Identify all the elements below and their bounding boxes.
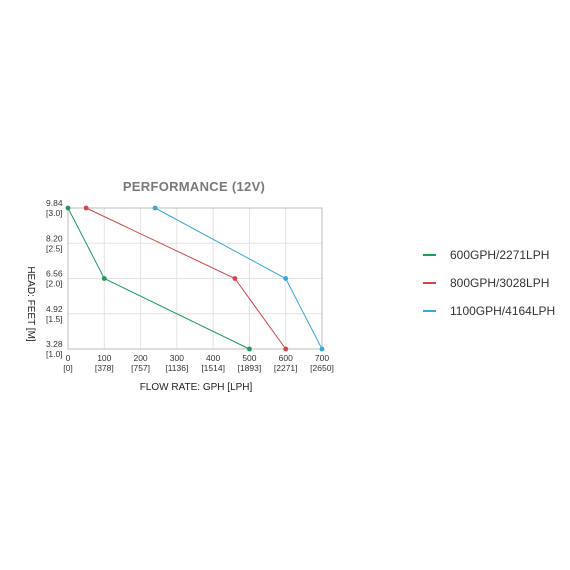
y-tick-label: 4.92 — [46, 304, 63, 314]
y-tick-sublabel: [1.0] — [46, 349, 63, 359]
x-tick-label: 400 — [206, 353, 220, 363]
x-axis-label: FLOW RATE: GPH [LPH] — [140, 382, 253, 393]
data-point — [247, 346, 252, 352]
x-tick-label: 700 — [315, 353, 329, 363]
x-tick-sublabel: [1136] — [165, 363, 188, 373]
y-tick-sublabel: [1.5] — [46, 314, 63, 324]
legend-label: 1100GPH/4164LPH — [450, 304, 555, 318]
x-tick-sublabel: [0] — [63, 363, 72, 373]
data-point — [65, 205, 71, 211]
y-tick-sublabel: [3.0] — [46, 208, 63, 218]
data-point — [283, 276, 289, 281]
data-point — [232, 276, 238, 281]
axis-ticks: 0[0] 100[378] 200[757] 300[1136] 400[1514] 50… — [46, 198, 334, 373]
y-axis-label: HEAD: FEET [M] — [25, 266, 36, 342]
y-tick-label: 8.20 — [46, 233, 63, 243]
x-tick-label: 0 — [66, 353, 71, 363]
x-tick-label: 600 — [279, 353, 293, 363]
x-tick-label: 500 — [242, 353, 256, 363]
legend-label: 600GPH/2271LPH — [450, 248, 549, 262]
y-tick-label: 3.28 — [46, 339, 63, 349]
plot-frame — [67, 207, 323, 350]
x-tick-sublabel: [2271] — [274, 363, 298, 373]
data-point — [283, 346, 289, 352]
x-tick-label: 200 — [133, 353, 147, 363]
x-tick-sublabel: [1514] — [201, 363, 225, 373]
data-point — [83, 205, 89, 211]
legend-label: 800GPH/3028LPH — [450, 276, 549, 290]
legend: 600GPH/2271LPH 800GPH/3028LPH 1100GPH/4164… — [423, 248, 555, 318]
x-tick-sublabel: [378] — [95, 363, 114, 373]
x-tick-sublabel: [1893] — [238, 363, 262, 373]
y-tick-sublabel: [2.5] — [46, 243, 63, 253]
x-tick-sublabel: [757] — [131, 363, 150, 373]
data-point — [152, 205, 158, 211]
data-point — [319, 346, 325, 352]
y-tick-label: 9.84 — [46, 198, 63, 208]
x-tick-sublabel: [2650] — [310, 363, 334, 373]
series-layer — [65, 205, 325, 352]
data-point — [101, 276, 107, 281]
x-tick-label: 100 — [97, 353, 111, 363]
y-tick-label: 6.56 — [46, 269, 63, 279]
x-tick-label: 300 — [170, 353, 184, 363]
y-tick-sublabel: [2.0] — [46, 279, 63, 289]
chart-title: PERFORMANCE (12V) — [123, 179, 265, 194]
